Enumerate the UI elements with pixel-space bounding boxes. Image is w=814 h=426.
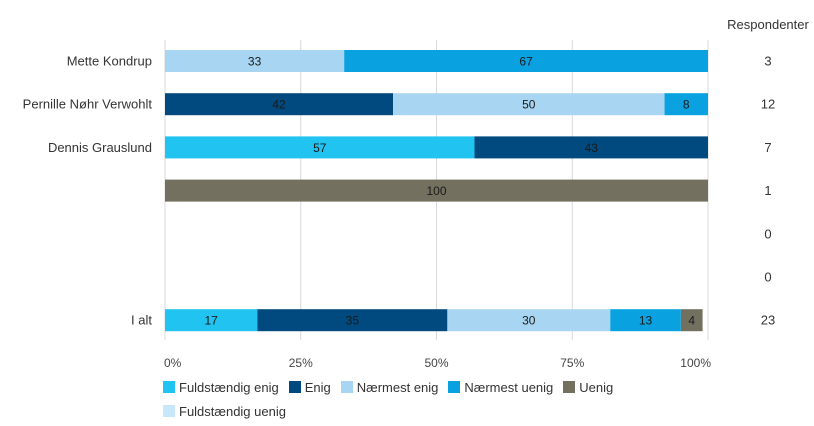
data-label: 57 [313,141,327,155]
bar-segment [165,179,708,202]
legend-swatch [288,381,301,393]
bar-segment [680,309,703,332]
legend-item: Nærmest enig [340,378,439,396]
legend-item: Enig [288,378,331,396]
respondent-count: 12 [761,97,775,112]
respondent-count: 7 [764,140,771,155]
respondent-count: 23 [761,313,775,328]
legend-label: Nærmest enig [356,379,439,395]
data-label: 8 [683,98,690,112]
respondent-count: 0 [764,226,771,241]
respondent-count: 0 [764,270,771,285]
data-label: 50 [522,98,536,112]
x-tick-label: 50% [424,356,448,370]
bar-segment [165,93,394,116]
data-label: 17 [204,314,218,328]
data-label: 33 [248,55,262,69]
category-label: Mette Kondrup [67,54,152,69]
data-label: 13 [639,314,653,328]
legend-label: Uenig [579,379,614,395]
bar-layer [165,50,708,332]
bar-segment [474,136,708,159]
legend-label: Nærmest uenig [464,379,554,395]
data-label: 67 [519,55,533,69]
legend-swatch [340,381,353,393]
data-label: 43 [585,141,599,155]
legend-label: Fuldstændig uenig [179,403,286,419]
bar-segment [165,50,345,72]
legend-label: Fuldstændig enig [179,379,279,395]
legend-swatch [163,381,175,393]
data-label: 30 [522,314,536,328]
respondents-header: Respondenter [727,17,809,32]
x-tick-label: 0% [164,356,182,370]
category-label: I alt [131,313,152,328]
legend-swatch [563,381,576,393]
legend-item: Fuldstændig uenig [163,402,286,420]
bar-segment [447,309,611,332]
legend-label: Enig [304,379,331,395]
category-label: Pernille Nøhr Verwohlt [23,97,153,112]
data-label: 4 [688,314,695,328]
legend-swatch [163,405,175,417]
bar-segment [257,309,448,332]
bar-segment [165,136,475,159]
category-label: Dennis Grauslund [48,140,152,155]
legend-item: Uenig [563,378,613,396]
legend-item: Nærmest uenig [448,378,553,396]
data-label: 100 [426,184,446,198]
x-tick-label: 25% [289,356,313,370]
bar-segment [664,93,708,116]
legend-item: Fuldstændig enig [163,378,279,396]
respondent-count: 1 [764,183,771,198]
label-layer: 0% 25% 50% 75% 100%Mette Kondrup 333 67Pernill… [23,54,776,371]
x-tick-label: 75% [560,356,584,370]
x-tick-label: 100% [680,356,711,370]
respondent-count: 3 [764,54,771,69]
bar-segment [610,309,681,332]
legend: Fuldstændig enig Enig Nærmest enig Nærmest … [163,378,723,420]
data-label: 42 [272,98,286,112]
legend-swatch [448,381,461,393]
bar-segment [393,93,665,116]
bar-segment [165,309,258,332]
data-label: 35 [346,314,360,328]
bar-segment [344,50,708,72]
